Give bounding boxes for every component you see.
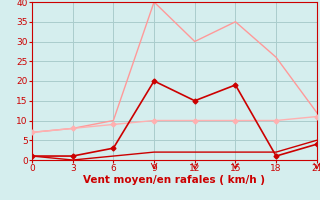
X-axis label: Vent moyen/en rafales ( km/h ): Vent moyen/en rafales ( km/h ) (84, 175, 265, 185)
